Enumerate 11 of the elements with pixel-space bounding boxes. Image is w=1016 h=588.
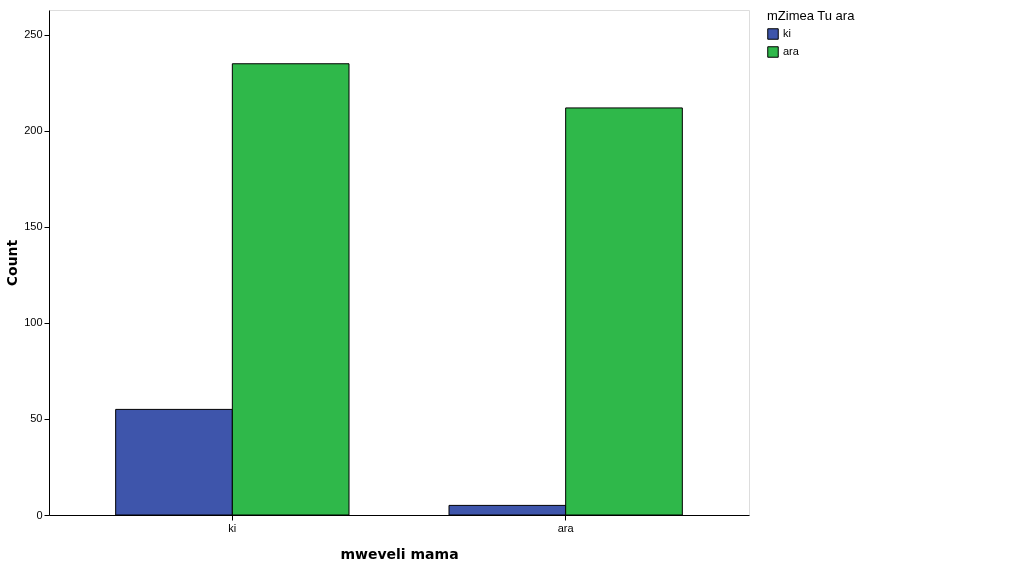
legend-label: ara — [783, 45, 800, 57]
y-tick-label: 250 — [24, 28, 43, 41]
y-tick-label: 50 — [30, 412, 43, 425]
legend-title: mZimea Tu ara — [767, 8, 856, 23]
y-tick-label: 100 — [24, 316, 43, 329]
y-tick-label: 200 — [24, 124, 43, 137]
y-tick-label: 150 — [24, 220, 43, 233]
legend-label: ki — [783, 27, 791, 39]
x-axis-title: mweveli mama — [340, 545, 459, 562]
y-tick-label: 0 — [36, 508, 43, 521]
y-axis-title: Count — [4, 239, 21, 287]
